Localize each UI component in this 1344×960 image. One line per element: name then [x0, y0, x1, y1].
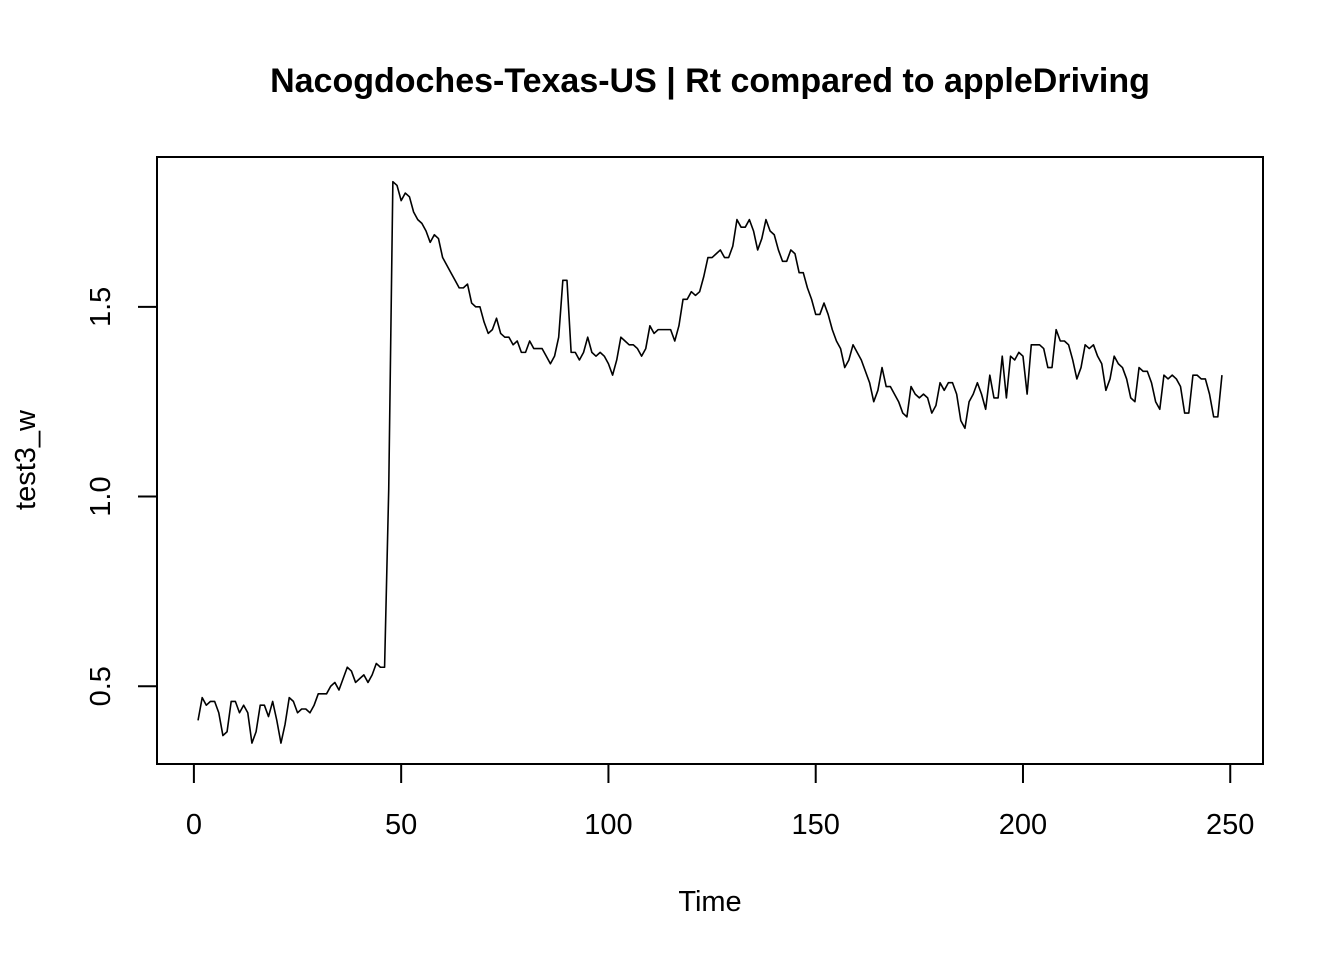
x-tick-label: 250: [1206, 809, 1254, 841]
y-tick-label: 0.5: [85, 666, 117, 706]
y-tick-label: 1.0: [85, 476, 117, 516]
plot-box: [156, 156, 1264, 765]
x-tick-label: 100: [584, 809, 632, 841]
chart-title: Nacogdoches-Texas-US | Rt compared to ap…: [270, 62, 1150, 100]
y-tick-label: 1.5: [85, 287, 117, 327]
x-tick-label: 50: [385, 809, 417, 841]
series-line: [197, 180, 1223, 744]
y-axis: 0.5 1.0 1.5: [85, 287, 158, 706]
x-axis: 0 50 100 150 200 250: [186, 763, 1254, 841]
x-axis-label: Time: [678, 886, 741, 918]
x-tick-label: 150: [792, 809, 840, 841]
y-axis-label: test3_w: [10, 409, 42, 510]
series-layer: [197, 180, 1223, 744]
x-tick-label: 200: [999, 809, 1047, 841]
x-tick-label: 0: [186, 809, 202, 841]
